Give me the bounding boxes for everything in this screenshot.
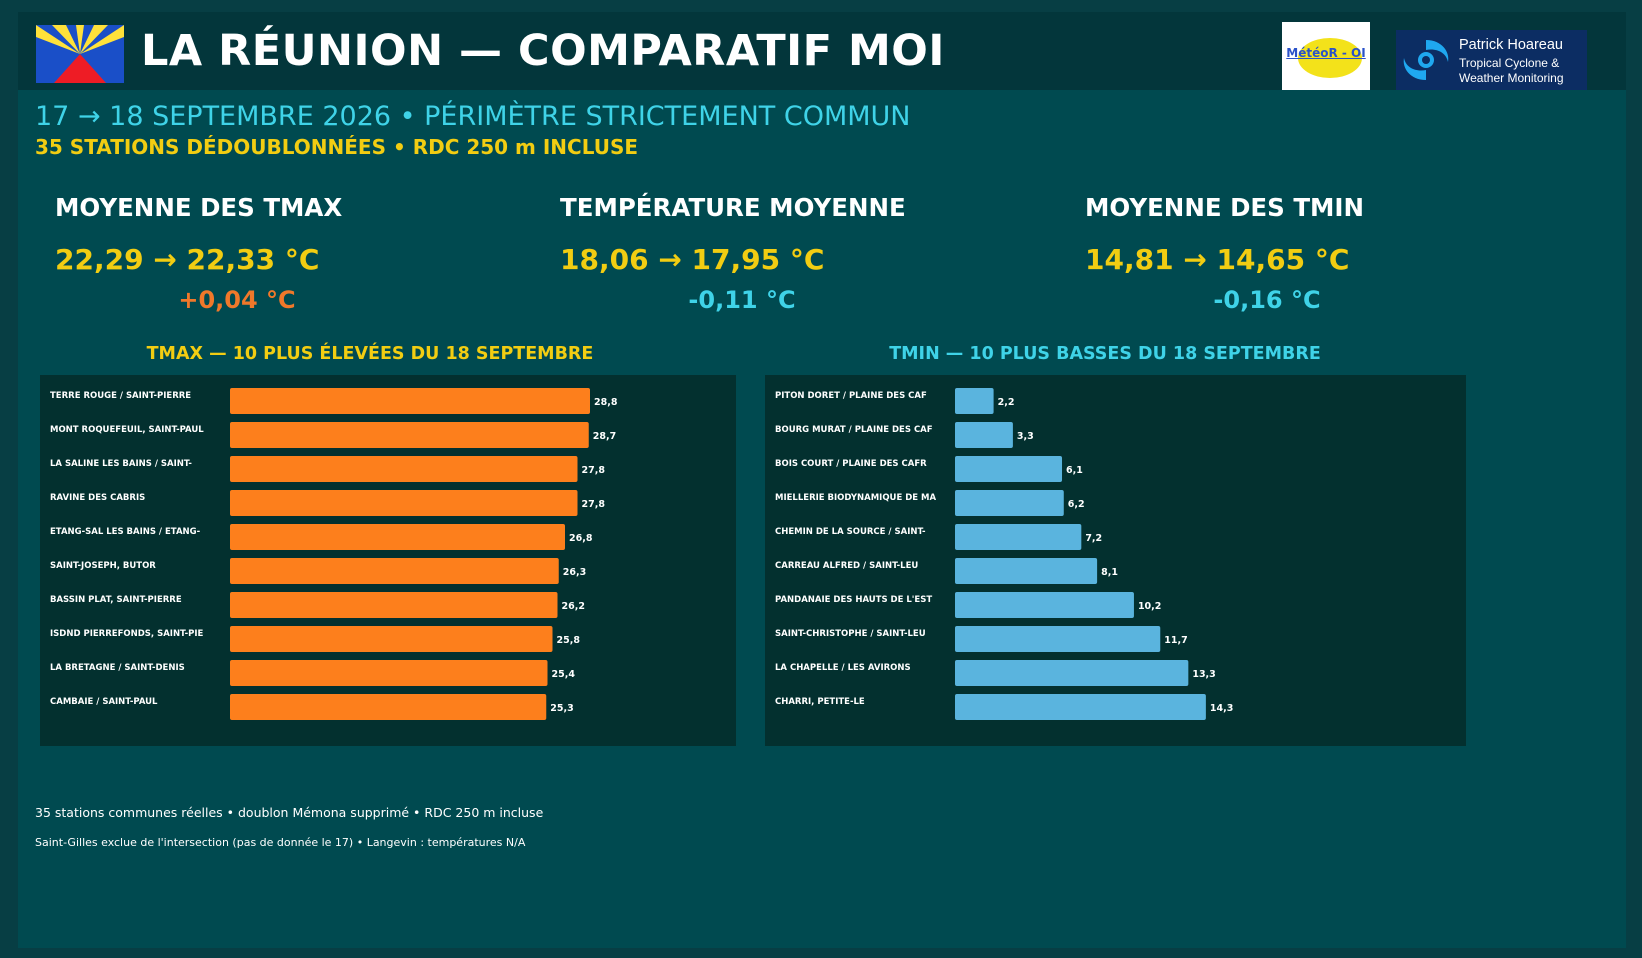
tmin-value-label: 2,2 [998, 397, 1015, 408]
tmin-station-label: CARREAU ALFRED / SAINT-LEU [775, 561, 918, 571]
tmin-value-label: 14,3 [1210, 703, 1233, 714]
stat-value: 22,29 → 22,33 °C [55, 243, 320, 276]
period-subtitle: 17 → 18 SEPTEMBRE 2026 • PÉRIMÈTRE STRIC… [35, 101, 911, 132]
reunion-flag-icon [36, 25, 124, 83]
tmin-bar [955, 558, 1098, 584]
stat-value: 18,06 → 17,95 °C [560, 243, 825, 276]
tmin-chart-svg: PITON DORET / PLAINE DES CAF 2,2 BOURG MUR… [775, 388, 1233, 720]
tmin-station-label: BOIS COURT / PLAINE DES CAFR [775, 459, 927, 469]
footer-note-exclusions: Saint-Gilles exclue de l'intersection (p… [35, 836, 526, 849]
meteor-oi-logo-icon [1298, 38, 1362, 78]
tmax-bar [230, 694, 547, 720]
tmin-value-label: 13,3 [1192, 669, 1215, 680]
tmax-station-label: ETANG-SAL LES BAINS / ETANG- [50, 527, 201, 537]
tmax-bar [230, 558, 559, 584]
tmin-bar [955, 660, 1189, 686]
tmax-bar [230, 592, 558, 618]
stat-label: MOYENNE DES TMIN [1085, 193, 1365, 222]
tmin-station-label: SAINT-CHRISTOPHE / SAINT-LEU [775, 629, 926, 639]
meteor-oi-logo-text: MétéoR - OI [1286, 46, 1366, 60]
tmax-station-label: BASSIN PLAT, SAINT-PIERRE [50, 595, 182, 605]
logo-brand-tagline: Tropical Cyclone & Weather Monitoring [1459, 56, 1564, 85]
tmax-value-label: 27,8 [582, 465, 606, 476]
footer-note-stations: 35 stations communes réelles • doublon M… [35, 805, 544, 820]
tmin-station-label: PITON DORET / PLAINE DES CAF [775, 391, 927, 401]
tmax-station-label: TERRE ROUGE / SAINT-PIERRE [50, 391, 191, 401]
stat-label: MOYENNE DES TMAX [55, 193, 343, 222]
tmax-bar [230, 524, 565, 550]
logo-brand-name: Patrick Hoareau [1459, 37, 1563, 53]
tmin-value-label: 8,1 [1101, 567, 1118, 578]
tmin-value-label: 7,2 [1085, 533, 1102, 544]
tmax-bar [230, 660, 548, 686]
tmin-chart-title: TMIN — 10 PLUS BASSES DU 18 SEPTEMBRE [889, 344, 1321, 364]
stat-value: 14,81 → 14,65 °C [1085, 243, 1350, 276]
tmax-value-label: 27,8 [582, 499, 606, 510]
tmin-value-label: 11,7 [1164, 635, 1187, 646]
tmax-bar [230, 388, 590, 414]
tmax-station-label: ISDND PIERREFONDS, SAINT-PIE [50, 629, 204, 639]
tmax-station-label: SAINT-JOSEPH, BUTOR [50, 561, 156, 571]
tmax-station-label: LA BRETAGNE / SAINT-DENIS [50, 663, 185, 673]
tmax-bar [230, 626, 553, 652]
page-title: LA RÉUNION — COMPARATIF MOI [141, 26, 945, 76]
tmax-station-label: LA SALINE LES BAINS / SAINT- [50, 459, 192, 469]
tmin-chart: PITON DORET / PLAINE DES CAF 2,2 BOURG MUR… [765, 375, 1466, 746]
meteor-oi-logo: MétéoR - OI [1282, 22, 1370, 90]
tmin-station-label: BOURG MURAT / PLAINE DES CAF [775, 425, 933, 435]
tmin-station-label: CHARRI, PETITE-LE [775, 697, 865, 707]
tmin-bar [955, 592, 1134, 618]
stat-delta: -0,11 °C [688, 286, 796, 314]
tmax-chart: TERRE ROUGE / SAINT-PIERRE 28,8 MONT ROQUE… [40, 375, 736, 746]
tmax-value-label: 28,8 [594, 397, 618, 408]
stat-delta: -0,16 °C [1213, 286, 1321, 314]
stat-label: TEMPÉRATURE MOYENNE [560, 193, 906, 222]
tmax-value-label: 25,4 [552, 669, 576, 680]
tmax-bar [230, 422, 589, 448]
tmax-station-label: MONT ROQUEFEUIL, SAINT-PAUL [50, 425, 204, 435]
tmax-value-label: 25,8 [557, 635, 581, 646]
cyclone-icon [1403, 40, 1449, 80]
tmin-value-label: 6,2 [1068, 499, 1085, 510]
tmax-value-label: 28,7 [593, 431, 616, 442]
tmin-bar [955, 626, 1161, 652]
tmin-value-label: 10,2 [1138, 601, 1161, 612]
tmin-bar [955, 490, 1064, 516]
tmin-value-label: 6,1 [1066, 465, 1083, 476]
tmin-bar [955, 456, 1063, 482]
tmax-bar [230, 456, 578, 482]
tmax-bar [230, 490, 578, 516]
tmax-value-label: 25,3 [550, 703, 573, 714]
stat-tmax: MOYENNE DES TMAX 22,29 → 22,33 °C +0,04 … [55, 193, 535, 314]
tmax-chart-title: TMAX — 10 PLUS ÉLEVÉES DU 18 SEPTEMBRE [146, 344, 594, 364]
patrick-hoareau-logo: Patrick Hoareau Tropical Cyclone & Weath… [1396, 30, 1587, 90]
tmin-station-label: CHEMIN DE LA SOURCE / SAINT- [775, 527, 926, 537]
tmin-bar [955, 388, 994, 414]
tmin-bar [955, 422, 1013, 448]
tmax-station-label: RAVINE DES CABRIS [50, 493, 145, 503]
tmin-station-label: LA CHAPELLE / LES AVIRONS [775, 663, 911, 673]
stat-delta: +0,04 °C [178, 286, 296, 314]
stat-tmin: MOYENNE DES TMIN 14,81 → 14,65 °C -0,16 … [1085, 193, 1565, 314]
tmin-value-label: 3,3 [1017, 431, 1034, 442]
tmax-station-label: CAMBAIE / SAINT-PAUL [50, 697, 158, 707]
tmax-value-label: 26,2 [562, 601, 585, 612]
tmax-value-label: 26,8 [569, 533, 593, 544]
tmin-station-label: PANDANAIE DES HAUTS DE L'EST [775, 595, 932, 605]
tmax-chart-svg: TERRE ROUGE / SAINT-PIERRE 28,8 MONT ROQUE… [50, 388, 618, 720]
tmin-bar [955, 694, 1206, 720]
tmax-value-label: 26,3 [563, 567, 586, 578]
tmin-station-label: MIELLERIE BIODYNAMIQUE DE MA [775, 493, 936, 503]
stat-tmean: TEMPÉRATURE MOYENNE 18,06 → 17,95 °C -0,… [560, 193, 1040, 314]
tmin-bar [955, 524, 1082, 550]
stations-subtitle: 35 STATIONS DÉDOUBLONNÉES • RDC 250 m IN… [35, 135, 639, 159]
